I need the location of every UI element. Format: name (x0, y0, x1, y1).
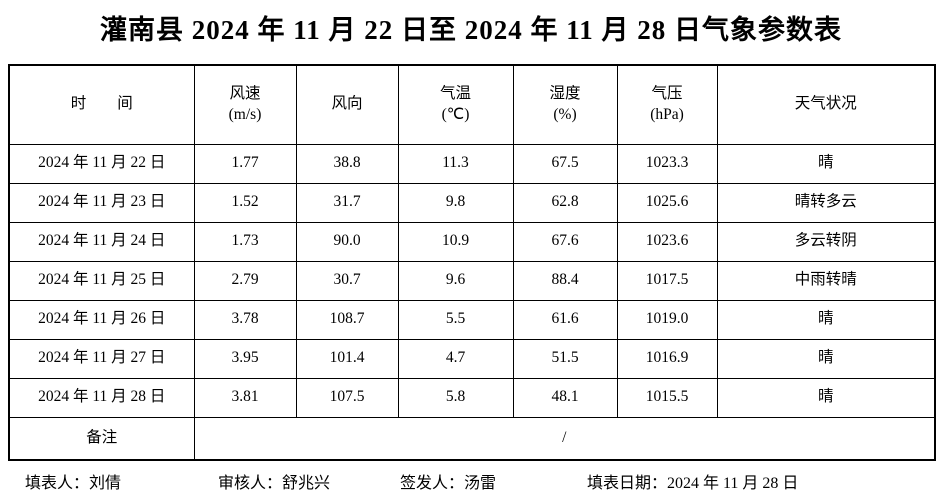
cell-wind-speed: 2.79 (193, 260, 297, 301)
cell-pressure: 1023.3 (616, 143, 718, 184)
header-unit: (℃) (441, 105, 470, 123)
cell-weather: 晴 (716, 377, 936, 418)
cell-weather: 晴 (716, 143, 936, 184)
cell-temperature: 11.3 (397, 143, 514, 184)
cell-wind-direction: 101.4 (295, 338, 399, 379)
cell-weather: 晴 (716, 338, 936, 379)
cell-humidity: 51.5 (512, 338, 618, 379)
cell-wind-direction: 108.7 (295, 299, 399, 340)
cell-pressure: 1025.6 (616, 182, 718, 223)
header-label: 时 间 (70, 95, 133, 113)
header-cell-pressure: 气压 (hPa) (616, 64, 718, 145)
cell-pressure: 1019.0 (616, 299, 718, 340)
cell-humidity: 61.6 (512, 299, 618, 340)
header-label: 风速 (229, 84, 261, 102)
cell-pressure: 1017.5 (616, 260, 718, 301)
header-unit: (hPa) (650, 105, 684, 123)
remarks-label: 备注 (8, 416, 195, 461)
cell-humidity: 67.6 (512, 221, 618, 262)
cell-humidity: 62.8 (512, 182, 618, 223)
header-cell-wind-direction: 风向 (295, 64, 399, 145)
cell-temperature: 9.8 (397, 182, 514, 223)
header-cell-humidity: 湿度 (%) (512, 64, 618, 145)
header-label: 气温 (439, 84, 471, 102)
header-unit: (%) (553, 105, 577, 123)
cell-wind-direction: 38.8 (295, 143, 399, 184)
cell-weather: 晴转多云 (716, 182, 936, 223)
cell-date: 2024 年 11 月 27 日 (8, 338, 195, 379)
cell-date: 2024 年 11 月 24 日 (8, 221, 195, 262)
cell-pressure: 1016.9 (616, 338, 718, 379)
table-row: 2024 年 11 月 25 日 2.79 30.7 9.6 88.4 1017… (8, 260, 936, 301)
header-unit: (m/s) (228, 105, 262, 123)
table-header-row: 时 间 风速 (m/s) 风向 气温 (℃) 湿度 (%) 气压 (hPa) (8, 64, 936, 145)
cell-weather: 中雨转晴 (716, 260, 936, 301)
cell-wind-speed: 3.95 (193, 338, 297, 379)
table-row: 2024 年 11 月 24 日 1.73 90.0 10.9 67.6 102… (8, 221, 936, 262)
cell-wind-speed: 3.78 (193, 299, 297, 340)
table-row: 2024 年 11 月 28 日 3.81 107.5 5.8 48.1 101… (8, 377, 936, 418)
header-label: 湿度 (549, 84, 581, 102)
cell-temperature: 5.5 (397, 299, 514, 340)
header-cell-weather: 天气状况 (716, 64, 936, 145)
remarks-row: 备注 / (8, 416, 936, 461)
cell-pressure: 1015.5 (616, 377, 718, 418)
cell-temperature: 9.6 (397, 260, 514, 301)
table-row: 2024 年 11 月 23 日 1.52 31.7 9.8 62.8 1025… (8, 182, 936, 223)
cell-wind-direction: 90.0 (295, 221, 399, 262)
cell-wind-speed: 1.52 (193, 182, 297, 223)
weather-table: 时 间 风速 (m/s) 风向 气温 (℃) 湿度 (%) 气压 (hPa) (8, 64, 936, 461)
footer-issuer: 签发人：汤雷 (400, 475, 497, 492)
footer-reviewer: 审核人：舒兆兴 (218, 475, 331, 492)
cell-wind-direction: 30.7 (295, 260, 399, 301)
cell-weather: 多云转阴 (716, 221, 936, 262)
cell-wind-speed: 1.77 (193, 143, 297, 184)
cell-humidity: 67.5 (512, 143, 618, 184)
header-cell-wind-speed: 风速 (m/s) (193, 64, 297, 145)
footer-signature-line: 填表人：刘倩 审核人：舒兆兴 签发人：汤雷 填表日期：2024 年 11 月 2… (0, 466, 942, 496)
header-cell-time: 时 间 (8, 64, 195, 145)
cell-wind-speed: 3.81 (193, 377, 297, 418)
table-row: 2024 年 11 月 26 日 3.78 108.7 5.5 61.6 101… (8, 299, 936, 340)
header-label: 气压 (651, 84, 683, 102)
cell-date: 2024 年 11 月 28 日 (8, 377, 195, 418)
cell-humidity: 88.4 (512, 260, 618, 301)
footer-fill-date: 填表日期：2024 年 11 月 28 日 (587, 475, 799, 492)
page-title: 灌南县 2024 年 11 月 22 日至 2024 年 11 月 28 日气象… (99, 15, 843, 45)
cell-date: 2024 年 11 月 23 日 (8, 182, 195, 223)
cell-weather: 晴 (716, 299, 936, 340)
cell-wind-speed: 1.73 (193, 221, 297, 262)
cell-temperature: 4.7 (397, 338, 514, 379)
cell-date: 2024 年 11 月 25 日 (8, 260, 195, 301)
remarks-value: / (193, 416, 936, 461)
footer-filler: 填表人：刘倩 (25, 475, 122, 492)
cell-pressure: 1023.6 (616, 221, 718, 262)
cell-temperature: 10.9 (397, 221, 514, 262)
table-row: 2024 年 11 月 22 日 1.77 38.8 11.3 67.5 102… (8, 143, 936, 184)
cell-wind-direction: 31.7 (295, 182, 399, 223)
header-label: 风向 (331, 95, 363, 113)
table-row: 2024 年 11 月 27 日 3.95 101.4 4.7 51.5 101… (8, 338, 936, 379)
cell-date: 2024 年 11 月 22 日 (8, 143, 195, 184)
header-label: 天气状况 (794, 95, 857, 113)
header-cell-temperature: 气温 (℃) (397, 64, 514, 145)
cell-wind-direction: 107.5 (295, 377, 399, 418)
cell-humidity: 48.1 (512, 377, 618, 418)
cell-date: 2024 年 11 月 26 日 (8, 299, 195, 340)
cell-temperature: 5.8 (397, 377, 514, 418)
